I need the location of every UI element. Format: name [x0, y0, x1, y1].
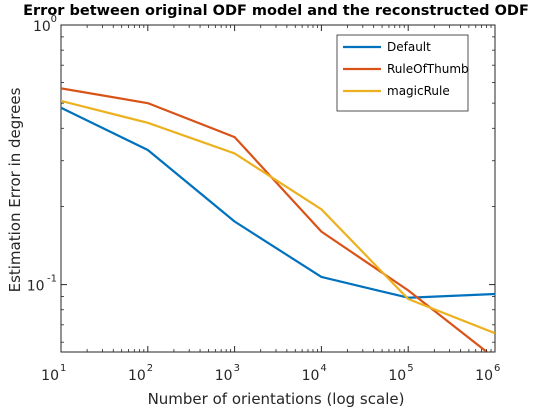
x-tick-base: 10 — [302, 368, 320, 384]
x-tick-exponent: 6 — [494, 363, 500, 374]
x-axis-ticks: 10 1 10 2 10 3 10 4 10 5 10 6 — [41, 25, 500, 384]
x-tick-label: 10 3 — [215, 363, 240, 384]
x-tick-label: 10 2 — [128, 363, 153, 384]
series-line-magicrule — [61, 99, 495, 335]
lines-layer — [61, 87, 495, 352]
x-tick-base: 10 — [41, 368, 59, 384]
y-tick-label: -110 — [27, 274, 57, 295]
y-tick-base: 10 — [27, 279, 45, 295]
x-tick-label: 10 4 — [302, 363, 327, 384]
y-tick-label: 010 — [33, 14, 57, 35]
y-tick-exponent: 0 — [51, 14, 57, 25]
y-axis-ticks: 010-110 — [27, 14, 495, 343]
x-tick-label: 10 5 — [388, 363, 413, 384]
series-line-ruleofthumb — [61, 87, 489, 352]
legend-label-default: Default — [387, 40, 431, 54]
x-tick-label: 10 6 — [475, 363, 500, 384]
legend-label-magicrule: magicRule — [387, 84, 450, 98]
y-tick-exponent: -1 — [47, 274, 57, 285]
y-tick-base: 10 — [33, 19, 51, 35]
x-tick-exponent: 1 — [60, 363, 66, 374]
x-tick-exponent: 2 — [147, 363, 153, 374]
y-axis-label: Estimation Error in degrees — [6, 87, 24, 292]
x-tick-base: 10 — [388, 368, 406, 384]
x-tick-base: 10 — [215, 368, 233, 384]
x-tick-exponent: 4 — [320, 363, 326, 374]
x-tick-exponent: 3 — [234, 363, 240, 374]
x-tick-base: 10 — [128, 368, 146, 384]
series-line-default — [61, 106, 495, 299]
x-axis-label: Number of orientations (log scale) — [148, 390, 405, 408]
x-tick-exponent: 5 — [407, 363, 413, 374]
x-tick-label: 10 1 — [41, 363, 66, 384]
x-tick-base: 10 — [475, 368, 493, 384]
legend: Default RuleOfThumb magicRule — [336, 34, 469, 112]
chart-title: Error between original ODF model and the… — [23, 3, 529, 19]
legend-label-ruleofthumb: RuleOfThumb — [387, 62, 469, 76]
